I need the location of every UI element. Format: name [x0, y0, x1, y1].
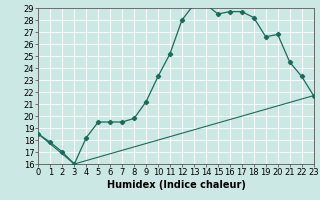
X-axis label: Humidex (Indice chaleur): Humidex (Indice chaleur) — [107, 180, 245, 190]
